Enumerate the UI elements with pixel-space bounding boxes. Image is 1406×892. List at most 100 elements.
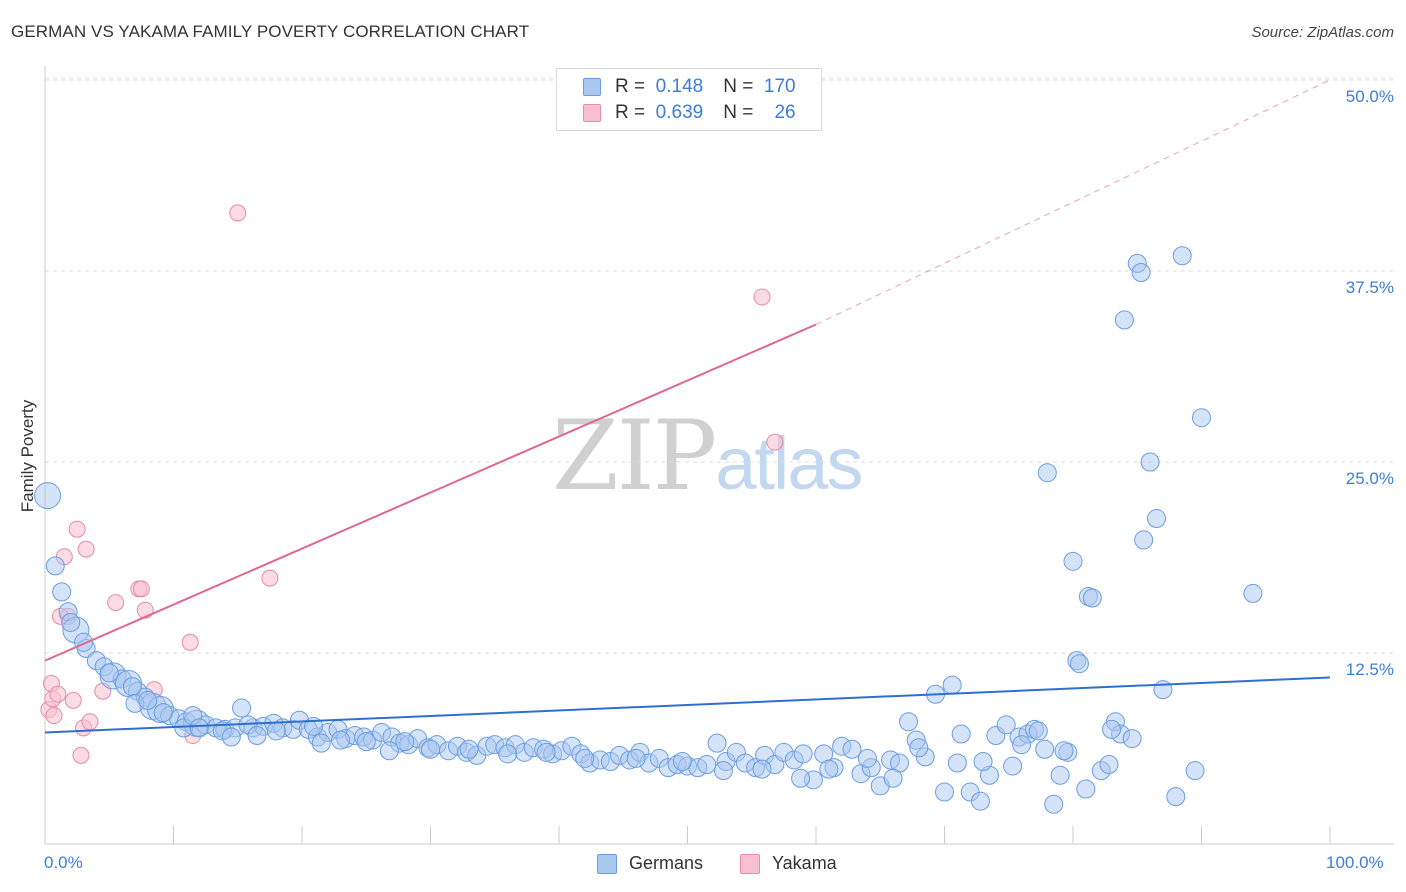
germans-point-99 (951, 724, 971, 744)
germans-swatch (583, 78, 601, 96)
yakama-legend-label: Yakama (772, 853, 837, 873)
yakama-point-8 (68, 520, 86, 538)
germans-point-158 (791, 768, 811, 788)
germans-point-87 (842, 739, 862, 759)
germans-point-174 (221, 727, 241, 747)
germans-point-124 (1114, 310, 1134, 330)
x-tick-label-max: 100.0% (1326, 853, 1384, 872)
germans-point-157 (752, 759, 772, 779)
germans-point-114 (1069, 654, 1089, 674)
yakama-point-19 (181, 633, 199, 651)
germans-point-151 (498, 744, 518, 764)
germans-point-171 (138, 690, 158, 710)
bottom-legend-yakama: Yakama (740, 853, 837, 874)
germans-point-128 (1037, 463, 1057, 483)
germans-point-160 (857, 748, 877, 768)
germans-point-150 (459, 739, 479, 759)
yakama-point-24 (766, 433, 784, 451)
germans-point-165 (1012, 735, 1032, 755)
germans-point-1 (45, 556, 65, 576)
germans-point-173 (189, 718, 209, 738)
germans-point-138 (99, 663, 119, 683)
y-tick-label-25: 25.0% (1345, 469, 1394, 488)
legend-r-label: R = (615, 76, 646, 97)
germans-point-132 (1243, 583, 1263, 603)
chart-title: GERMAN VS YAKAMA FAMILY POVERTY CORRELAT… (11, 22, 530, 41)
watermark: ZIPatlas (552, 400, 864, 512)
germans-point-144 (266, 721, 286, 741)
legend-r-value: 0.639 (655, 102, 704, 123)
y-tick-label-50: 50.0% (1345, 87, 1394, 106)
correlation-legend: R = 0.148 N = 170 R = 0.639 N = 26 (556, 68, 822, 131)
germans-point-109 (1035, 739, 1055, 759)
germans-point-161 (883, 768, 903, 788)
germans-point-176 (311, 733, 331, 753)
watermark-atlas: atlas (715, 422, 863, 505)
germans-point-93 (899, 712, 919, 732)
germans-point-130 (1192, 408, 1211, 428)
germans-trend-line (44, 676, 1331, 734)
yakama-point-21 (229, 204, 247, 222)
germans-point-104 (996, 715, 1016, 735)
germans-point-153 (575, 748, 595, 768)
yakama-point-14 (107, 594, 125, 612)
yakama-point-4 (49, 685, 67, 703)
germans-point-147 (356, 732, 376, 752)
yakama-trend-extension (815, 79, 1331, 325)
yakama-point-7 (64, 691, 82, 709)
source-label: Source: ZipAtlas.com (1251, 24, 1394, 41)
germans-point-118 (1099, 755, 1119, 775)
germans-point-149 (421, 739, 440, 759)
germans-point-155 (672, 751, 692, 771)
germans-point-2 (52, 582, 72, 602)
germans-point-97 (935, 782, 954, 802)
legend-n-label: N = (723, 102, 754, 123)
germans-point-169 (1102, 719, 1122, 739)
germans-point-135 (1185, 761, 1205, 781)
germans-point-121 (1122, 729, 1142, 749)
germans-point-134 (1166, 787, 1186, 807)
legend-r-label: R = (615, 102, 646, 123)
yakama-point-17 (136, 601, 154, 619)
yakama-point-23 (753, 288, 771, 306)
germans-point-82 (793, 744, 813, 764)
germans-point-105 (1003, 756, 1023, 776)
germans-point-73 (707, 733, 727, 753)
y-tick-label-12-5: 12.5% (1345, 660, 1394, 679)
yakama-point-9 (72, 746, 90, 764)
legend-n-value: 26 (774, 102, 796, 123)
germans-point-156 (713, 761, 733, 781)
y-tick-label-37-5: 37.5% (1345, 278, 1394, 297)
germans-point-146 (331, 730, 351, 750)
germans-point-131 (1172, 246, 1192, 266)
germans-point-163 (947, 753, 967, 773)
watermark-zip: ZIP (552, 400, 717, 512)
germans-legend-swatch (597, 853, 617, 874)
yakama-point-3 (45, 707, 63, 725)
yakama-trend-line (44, 323, 817, 662)
germans-point-136 (61, 612, 81, 632)
germans-legend-label: Germans (629, 853, 704, 873)
legend-n-label: N = (723, 76, 754, 97)
legend-r-value: 0.148 (655, 76, 704, 97)
germans-point-148 (395, 732, 415, 752)
germans-point-72 (697, 755, 717, 775)
germans-point-162 (909, 738, 929, 758)
yakama-legend-swatch (740, 853, 760, 874)
germans-point-164 (973, 751, 993, 771)
germans-point-125 (1140, 452, 1160, 472)
germans-point-175 (247, 726, 267, 746)
germans-point-116 (1082, 588, 1102, 608)
x-tick-label-min: 0.0% (44, 853, 83, 872)
germans-point-0 (34, 482, 62, 510)
legend-n-value: 170 (763, 76, 796, 97)
germans-point-123 (1131, 263, 1151, 283)
yakama-point-11 (77, 540, 95, 558)
yakama-point-22 (261, 569, 279, 587)
yakama-swatch (583, 104, 601, 122)
germans-point-152 (536, 742, 556, 762)
yakama-point-16 (132, 580, 150, 598)
germans-point-110 (1044, 794, 1064, 814)
germans-point-177 (379, 741, 399, 761)
